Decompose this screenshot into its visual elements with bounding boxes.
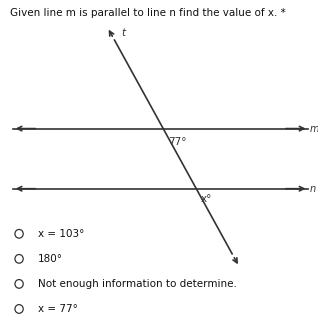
Text: x = 103°: x = 103° — [38, 229, 85, 239]
Text: Not enough information to determine.: Not enough information to determine. — [38, 279, 237, 289]
Text: 180°: 180° — [38, 254, 63, 264]
Text: n: n — [310, 184, 316, 194]
Text: x = 77°: x = 77° — [38, 304, 78, 314]
Text: 77°: 77° — [168, 137, 186, 147]
Text: t: t — [121, 28, 125, 38]
Text: Given line m is parallel to line n find the value of x. *: Given line m is parallel to line n find … — [10, 8, 285, 18]
Text: x°: x° — [201, 194, 212, 204]
Text: m: m — [310, 124, 318, 134]
